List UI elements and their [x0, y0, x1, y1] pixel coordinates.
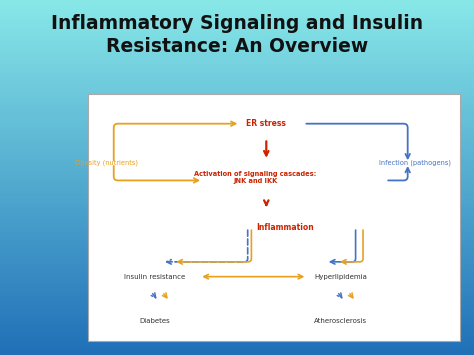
Text: Atherosclerosis: Atherosclerosis	[314, 318, 367, 324]
FancyBboxPatch shape	[88, 94, 460, 341]
Text: Activation of signaling cascades:
JNK and IKK: Activation of signaling cascades: JNK an…	[194, 171, 316, 185]
Text: Resistance: An Overview: Resistance: An Overview	[106, 37, 368, 56]
Text: ER stress: ER stress	[246, 119, 286, 128]
Text: Hyperlipidemia: Hyperlipidemia	[314, 274, 367, 280]
Text: Infection (pathogens): Infection (pathogens)	[379, 160, 451, 166]
Text: Diabetes: Diabetes	[139, 318, 170, 324]
Text: Inflammation: Inflammation	[256, 223, 314, 232]
Text: Inflammatory Signaling and Insulin: Inflammatory Signaling and Insulin	[51, 13, 423, 33]
Text: Insulin resistance: Insulin resistance	[124, 274, 185, 280]
Text: Obesity (nutrients): Obesity (nutrients)	[75, 160, 138, 166]
